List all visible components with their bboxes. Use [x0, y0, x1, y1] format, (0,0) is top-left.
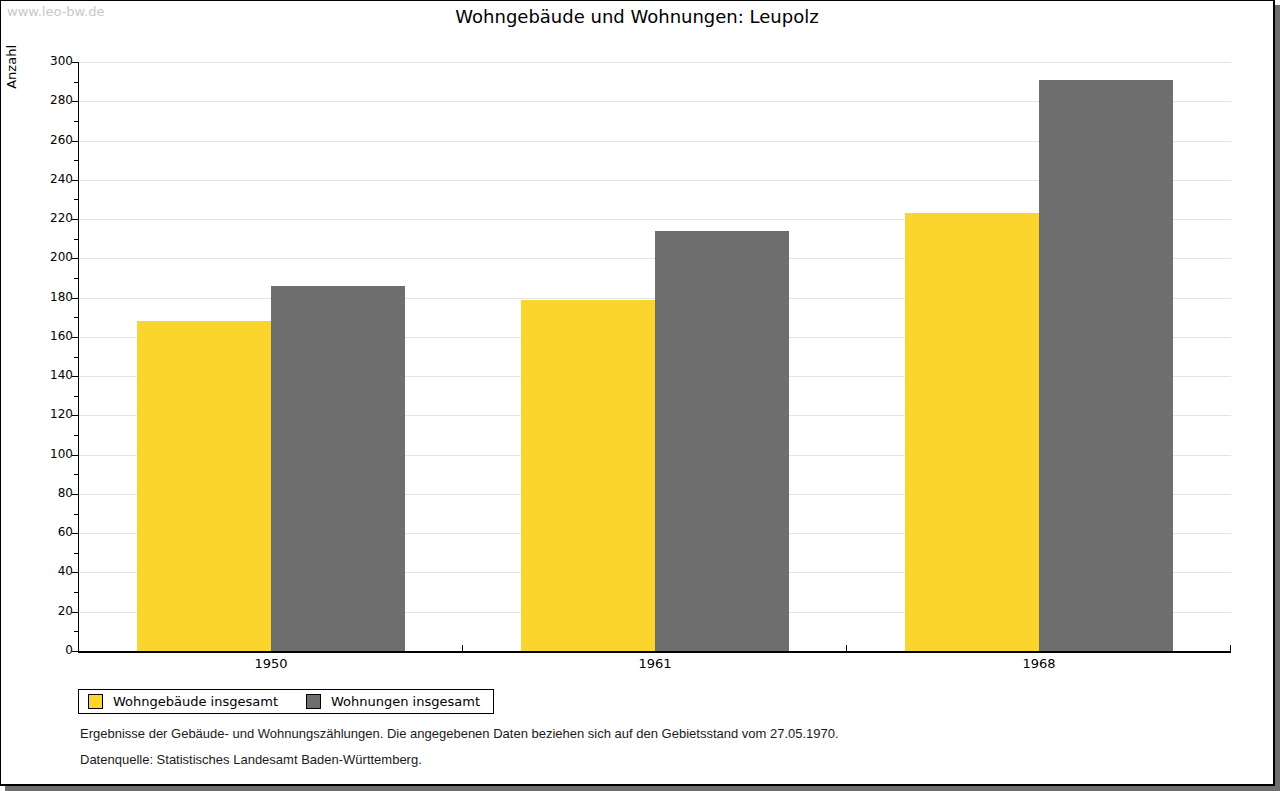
x-tick-label: 1968 — [979, 656, 1099, 671]
y-axis-title: Anzahl — [4, 45, 19, 89]
bar — [655, 231, 789, 651]
y-tick-label: 20 — [28, 604, 73, 619]
legend: Wohngebäude insgesamt Wohnungen insgesam… — [78, 689, 494, 714]
y-tick-label: 280 — [28, 93, 73, 108]
y-tick-label: 260 — [28, 133, 73, 148]
y-tick-minor — [74, 160, 78, 161]
y-tick-label: 120 — [28, 407, 73, 422]
y-tick-label: 200 — [28, 250, 73, 265]
y-tick-minor — [74, 631, 78, 632]
legend-item-wohnungen: Wohnungen insgesamt — [306, 694, 480, 709]
footer-source: Datenquelle: Statistisches Landesamt Bad… — [80, 752, 422, 767]
y-tick-minor — [74, 357, 78, 358]
y-tick-minor — [74, 553, 78, 554]
bar — [271, 286, 405, 651]
y-tick-label: 100 — [28, 447, 73, 462]
y-tick-label: 240 — [28, 172, 73, 187]
y-tick-label: 160 — [28, 329, 73, 344]
y-tick-minor — [74, 121, 78, 122]
y-tick-label: 80 — [28, 486, 73, 501]
x-tick-label: 1950 — [211, 656, 331, 671]
x-boundary-tick — [1230, 645, 1231, 651]
y-tick-label: 180 — [28, 290, 73, 305]
plot-area: 1950196119680204060801001201401601802002… — [78, 62, 1231, 653]
chart-page: www.leo-bw.de Wohngebäude und Wohnungen:… — [0, 0, 1275, 786]
chart-title: Wohngebäude und Wohnungen: Leupolz — [1, 6, 1273, 27]
y-tick-label: 0 — [28, 643, 73, 658]
x-boundary-tick — [846, 645, 847, 651]
legend-label: Wohngebäude insgesamt — [113, 694, 278, 709]
bar — [137, 321, 271, 651]
bar — [905, 213, 1039, 651]
legend-item-wohngebaeude: Wohngebäude insgesamt — [88, 694, 278, 709]
y-tick-label: 220 — [28, 211, 73, 226]
x-tick-label: 1961 — [595, 656, 715, 671]
footer-note: Ergebnisse der Gebäude- und Wohnungszähl… — [80, 726, 839, 741]
y-tick-minor — [74, 435, 78, 436]
y-tick-label: 40 — [28, 564, 73, 579]
y-tick-label: 60 — [28, 525, 73, 540]
y-tick-minor — [74, 317, 78, 318]
y-tick-minor — [74, 82, 78, 83]
y-tick-minor — [74, 474, 78, 475]
y-tick-minor — [74, 396, 78, 397]
bar — [1039, 80, 1173, 651]
y-tick-minor — [74, 239, 78, 240]
y-tick-minor — [74, 514, 78, 515]
y-tick-minor — [74, 278, 78, 279]
x-boundary-tick — [462, 645, 463, 651]
legend-swatch-yellow — [88, 694, 103, 709]
legend-label: Wohnungen insgesamt — [331, 694, 480, 709]
y-tick-minor — [74, 592, 78, 593]
y-tick-label: 300 — [28, 54, 73, 69]
gridline — [79, 62, 1231, 63]
legend-swatch-gray — [306, 694, 321, 709]
y-tick-minor — [74, 199, 78, 200]
y-tick-label: 140 — [28, 368, 73, 383]
bar — [521, 300, 655, 651]
